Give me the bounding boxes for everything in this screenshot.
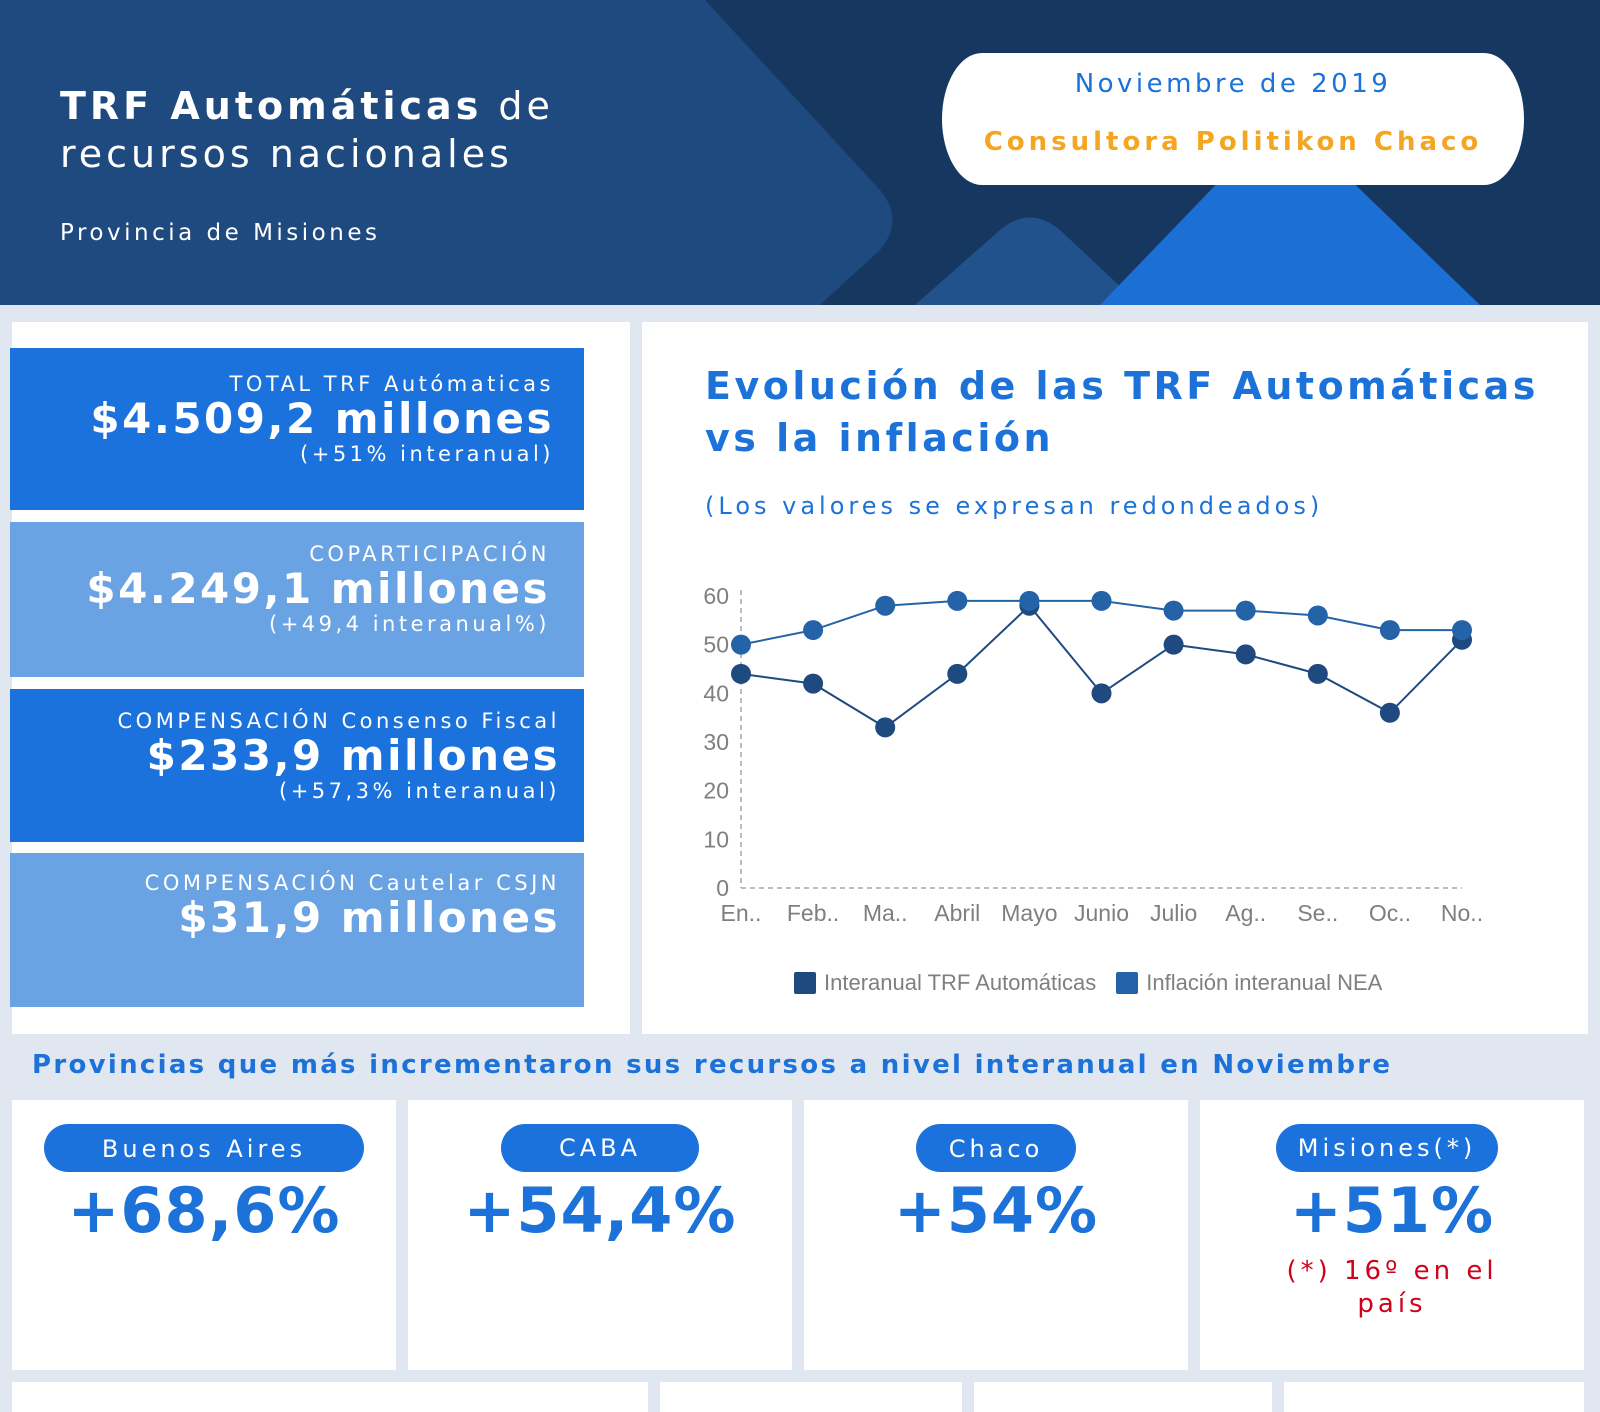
data-point-inflacion (1163, 600, 1184, 621)
series-line-trf (740, 604, 1463, 729)
data-point-trf (947, 663, 968, 684)
header-background-shapes (0, 0, 1480, 305)
province-card-buenos-aires: Buenos Aires +68,6% (12, 1100, 396, 1370)
x-tick-label: En.. (721, 900, 762, 926)
stat-value: $31,9 millones (178, 893, 560, 942)
stats-panel: TOTAL TRF Autómaticas $4.509,2 millones … (10, 322, 630, 1034)
data-point-inflacion (731, 634, 751, 655)
stat-value: $233,9 millones (146, 731, 560, 780)
x-tick-label: Junio (1074, 900, 1129, 926)
legend-item-trf: Interanual TRF Automáticas (794, 970, 1096, 996)
legend-label-trf: Interanual TRF Automáticas (824, 970, 1097, 995)
report-title: TRF Automáticas de recursos nacionales (60, 82, 554, 178)
data-point-inflacion (803, 620, 824, 641)
date-firm-badge: Noviembre de 2019 Consultora Politikon C… (942, 53, 1524, 185)
data-point-trf (1235, 644, 1256, 665)
data-point-inflacion (1235, 600, 1256, 621)
bottom-card-2 (660, 1382, 962, 1412)
bottom-card-3 (974, 1382, 1272, 1412)
y-tick-label: 50 (703, 632, 729, 658)
legend-label-inflacion: Inflación interanual NEA (1146, 970, 1383, 995)
firm-name: Consultora Politikon Chaco (983, 127, 1483, 157)
decor-shape-left (0, 0, 893, 305)
stat-label: COMPENSACIÓN Consenso Fiscal (117, 709, 560, 733)
data-point-trf (875, 717, 896, 738)
x-tick-label: Abril (934, 900, 980, 926)
province-rank-note: (*) 16º en el país (1286, 1256, 1498, 1319)
data-point-inflacion (1091, 590, 1112, 611)
legend-item-inflacion: Inflación interanual NEA (1116, 970, 1382, 996)
provinces-heading: Provincias que más incrementaron sus rec… (32, 1050, 1393, 1080)
data-point-trf (731, 663, 751, 684)
y-tick-label: 10 (703, 826, 729, 852)
stat-value: $4.249,1 millones (86, 564, 550, 613)
data-point-trf (1379, 702, 1400, 723)
province-name-pill: CABA (501, 1124, 699, 1172)
province-card-chaco: Chaco +54% (804, 1100, 1188, 1370)
province-card-misiones: Misiones(*) +51% (*) 16º en el país (1200, 1100, 1584, 1370)
province-name-pill: Chaco (916, 1124, 1076, 1172)
data-point-inflacion (1452, 620, 1472, 641)
bottom-card-1 (12, 1382, 648, 1412)
province-card-caba: CABA +54,4% (408, 1100, 792, 1370)
y-tick-label: 40 (703, 680, 729, 706)
data-point-inflacion (1379, 620, 1400, 641)
province-value: +51% (1289, 1174, 1495, 1247)
bottom-card-4 (1284, 1382, 1584, 1412)
data-point-trf (803, 673, 824, 694)
report-date: Noviembre de 2019 (1074, 69, 1392, 99)
y-tick-label: 30 (703, 729, 729, 755)
data-point-inflacion (947, 590, 968, 611)
province-subtitle: Provincia de Misiones (60, 220, 381, 246)
data-point-inflacion (1307, 605, 1328, 626)
province-name-pill: Misiones(*) (1276, 1124, 1498, 1172)
title-line-2: recursos nacionales (60, 132, 513, 176)
province-name-pill: Buenos Aires (44, 1124, 364, 1172)
province-value: +54% (893, 1174, 1099, 1247)
province-value: +54,4% (463, 1174, 737, 1247)
data-point-trf (1307, 663, 1328, 684)
stat-value: $4.509,2 millones (90, 394, 554, 443)
stat-cautelar-csjn: COMPENSACIÓN Cautelar CSJN $31,9 millone… (10, 853, 584, 1007)
stat-total-trf: TOTAL TRF Autómaticas $4.509,2 millones … (10, 348, 584, 510)
stat-label: COMPENSACIÓN Cautelar CSJN (144, 871, 560, 895)
line-chart: 0 10 20 30 40 50 60 En.. Feb.. Ma.. Abril Mayo Junio… (703, 583, 1483, 926)
x-tick-label: Ma.. (863, 900, 908, 926)
legend-swatch-trf (794, 972, 816, 994)
data-point-trf (1091, 683, 1112, 704)
legend-swatch-inflacion (1116, 972, 1139, 994)
data-point-inflacion (1019, 590, 1040, 611)
stat-delta: (+51% interanual) (300, 442, 554, 466)
title-rest: de (482, 84, 554, 128)
x-tick-label: Se.. (1297, 900, 1338, 926)
stat-label: TOTAL TRF Autómaticas (229, 372, 554, 396)
stat-consenso-fiscal: COMPENSACIÓN Consenso Fiscal $233,9 mill… (10, 689, 584, 842)
y-tick-label: 0 (716, 875, 729, 901)
y-tick-label: 20 (703, 778, 729, 804)
header-banner: TRF Automáticas de recursos nacionales P… (0, 0, 1600, 305)
stat-delta: (+49,4 interanual%) (269, 612, 550, 636)
stat-delta: (+57,3% interanual) (279, 779, 560, 803)
stat-coparticipacion: COPARTICIPACIÓN $4.249,1 millones (+49,4… (10, 522, 584, 677)
x-tick-label: Mayo (1001, 900, 1057, 926)
x-tick-label: Feb.. (787, 900, 839, 926)
y-tick-label: 60 (703, 583, 729, 609)
province-value: +68,6% (67, 1174, 341, 1247)
decor-shape-mountain-small (915, 217, 1140, 305)
x-tick-label: No.. (1441, 900, 1483, 926)
stat-label: COPARTICIPACIÓN (309, 542, 550, 566)
chart-legend: Interanual TRF Automáticas Inflación int… (794, 970, 1382, 996)
chart-subtitle: (Los valores se expresan redondeados) (705, 492, 1324, 520)
x-tick-label: Julio (1150, 900, 1197, 926)
data-point-trf (1163, 634, 1184, 655)
x-tick-label: Ag.. (1225, 900, 1266, 926)
decor-shape-mountain-large (1100, 170, 1480, 305)
x-tick-label: Oc.. (1369, 900, 1411, 926)
data-point-inflacion (875, 595, 896, 616)
chart-title: Evolución de las TRF Automáticas vs la i… (705, 364, 1539, 460)
chart-panel: Evolución de las TRF Automáticas vs la i… (642, 322, 1588, 1034)
title-bold: TRF Automáticas (60, 84, 483, 128)
